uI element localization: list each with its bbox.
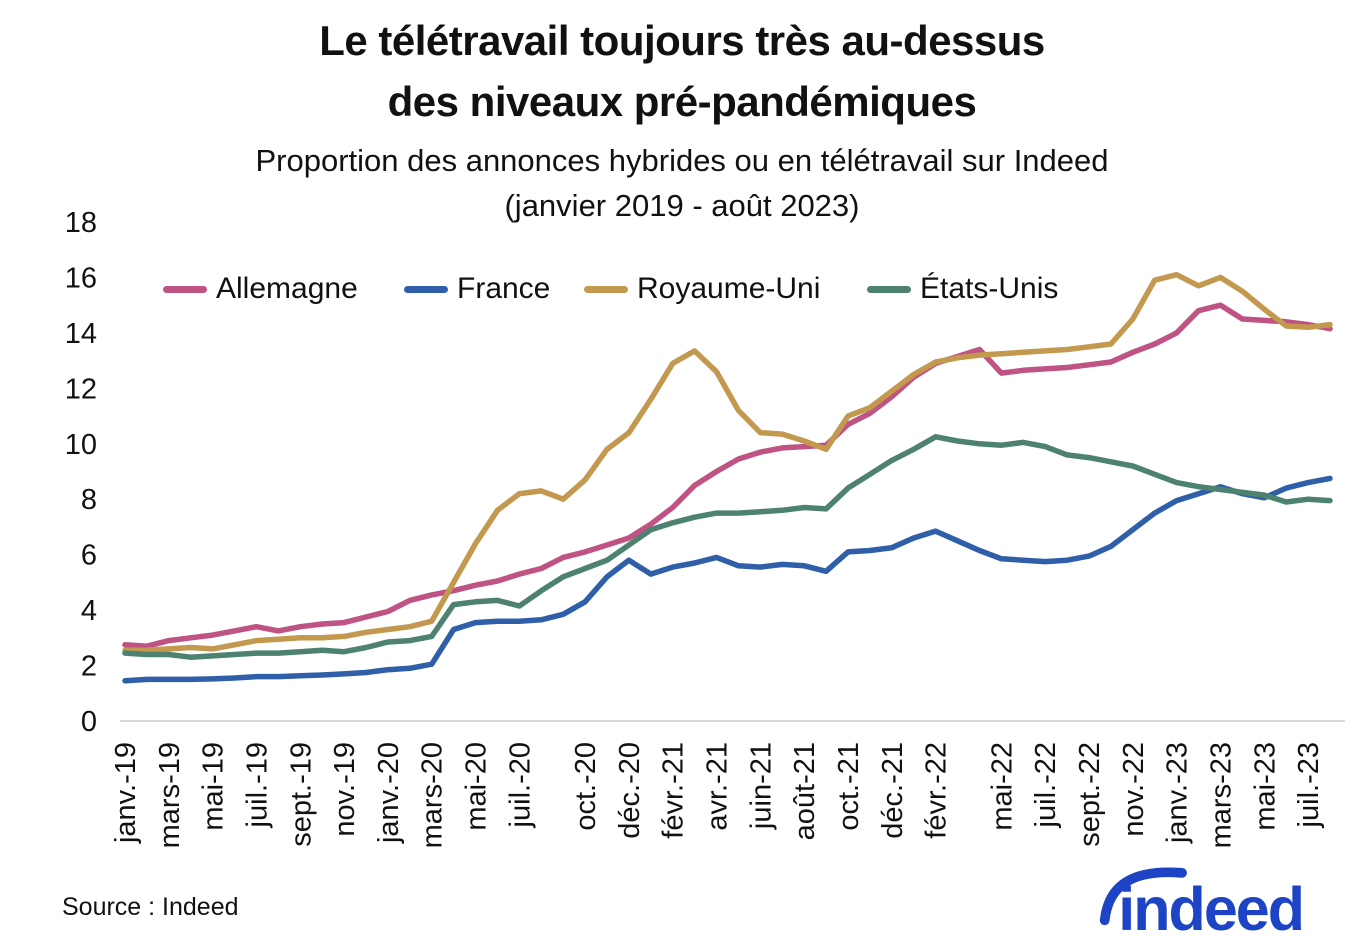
y-tick-label: 4 (81, 595, 97, 627)
source-note: Source : Indeed (62, 893, 239, 921)
y-tick-label: 10 (65, 429, 97, 461)
legend-swatch-icon (867, 285, 911, 293)
indeed-logo-arc-icon (1099, 867, 1187, 926)
x-tick-label: juil.-19 (241, 742, 273, 828)
y-tick-label: 14 (65, 318, 97, 350)
x-tick-label: juin-21 (745, 742, 777, 830)
y-tick-label: 12 (65, 373, 97, 405)
x-tick-label: avr.-21 (702, 742, 734, 831)
x-tick-label: déc.-21 (877, 742, 909, 839)
legend-label: France (457, 272, 551, 305)
x-tick-label: mai-23 (1249, 742, 1281, 831)
legend-item-États-Unis: États-Unis (867, 272, 1058, 306)
legend-item-Allemagne: Allemagne (163, 272, 358, 306)
x-tick-label: déc.-20 (614, 742, 646, 839)
series-line-France (122, 475, 1333, 684)
legend-label: États-Unis (920, 272, 1059, 305)
legend-item-France: France (404, 272, 550, 306)
x-tick-label: mars-20 (417, 742, 449, 848)
x-tick-label: juil.-22 (1030, 742, 1062, 828)
x-tick-label: janv.-23 (1162, 742, 1194, 844)
legend-label: Royaume-Uni (637, 272, 821, 305)
y-tick-label: 16 (65, 262, 97, 294)
y-tick-label: 8 (81, 484, 97, 516)
chart-subtitle-line2: (janvier 2019 - août 2023) (504, 188, 860, 223)
series-line-États-Unis (122, 434, 1333, 660)
chart-subtitle-line1: Proportion des annonces hybrides ou en t… (255, 143, 1109, 178)
x-tick-label: mars-19 (154, 742, 186, 848)
x-tick-label: nov.-19 (329, 742, 361, 837)
legend-item-Royaume-Uni: Royaume-Uni (584, 272, 820, 306)
indeed-logo-text: indeed (1118, 875, 1303, 938)
x-tick-label: mai-22 (986, 742, 1018, 831)
x-tick-label: févr.-22 (921, 742, 953, 839)
x-tick-label: sept.-22 (1074, 742, 1106, 847)
chart-title: Le télétravail toujours très au-dessus d… (0, 10, 1364, 132)
x-tick-label: mai-20 (461, 742, 493, 831)
x-tick-label: janv.-20 (373, 742, 405, 844)
legend-swatch-icon (163, 285, 207, 293)
x-tick-label: août-21 (789, 742, 821, 840)
x-tick-label: nov.-22 (1118, 742, 1150, 837)
y-tick-label: 6 (81, 540, 97, 572)
x-tick-label: juil.-20 (504, 742, 536, 828)
x-tick-label: sept.-19 (285, 742, 317, 847)
series-line-Royaume-Uni (122, 271, 1333, 654)
legend-swatch-icon (404, 285, 448, 293)
legend-label: Allemagne (216, 272, 358, 305)
chart-subtitle: Proportion des annonces hybrides ou en t… (0, 138, 1364, 228)
x-tick-label: mars-23 (1205, 742, 1237, 848)
y-tick-label: 0 (81, 706, 97, 738)
y-tick-label: 18 (65, 207, 97, 239)
chart-title-line2: des niveaux pré-pandémiques (387, 78, 977, 125)
x-tick-label: oct.-20 (570, 742, 602, 831)
indeed-logo: indeed (1099, 867, 1305, 938)
x-tick-label: mai-19 (198, 742, 230, 831)
x-tick-label: févr.-21 (658, 742, 690, 839)
y-tick-label: 2 (81, 651, 97, 683)
series-line-Allemagne (122, 302, 1333, 649)
x-tick-label: oct.-21 (833, 742, 865, 831)
x-tick-label: juil.-23 (1293, 742, 1325, 828)
legend-swatch-icon (584, 285, 628, 293)
x-tick-label: janv.-19 (110, 742, 142, 844)
chart-title-line1: Le télétravail toujours très au-dessus (319, 17, 1045, 64)
